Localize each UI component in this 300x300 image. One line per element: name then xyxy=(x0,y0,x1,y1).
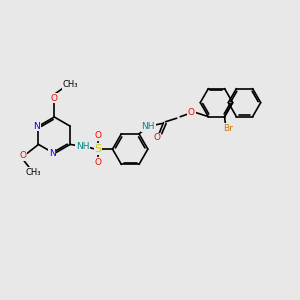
Text: NH: NH xyxy=(141,122,155,131)
Text: N: N xyxy=(49,149,56,158)
Text: Br: Br xyxy=(224,124,233,133)
Text: CH₃: CH₃ xyxy=(63,80,78,89)
Text: O: O xyxy=(154,134,160,142)
Text: O: O xyxy=(94,131,101,140)
Text: O: O xyxy=(188,108,195,117)
Text: O: O xyxy=(51,94,58,103)
Text: NH: NH xyxy=(76,142,89,151)
Text: S: S xyxy=(94,144,101,154)
Text: O: O xyxy=(20,151,27,160)
Text: N: N xyxy=(33,122,40,130)
Text: O: O xyxy=(94,158,101,167)
Text: CH₃: CH₃ xyxy=(26,168,41,177)
